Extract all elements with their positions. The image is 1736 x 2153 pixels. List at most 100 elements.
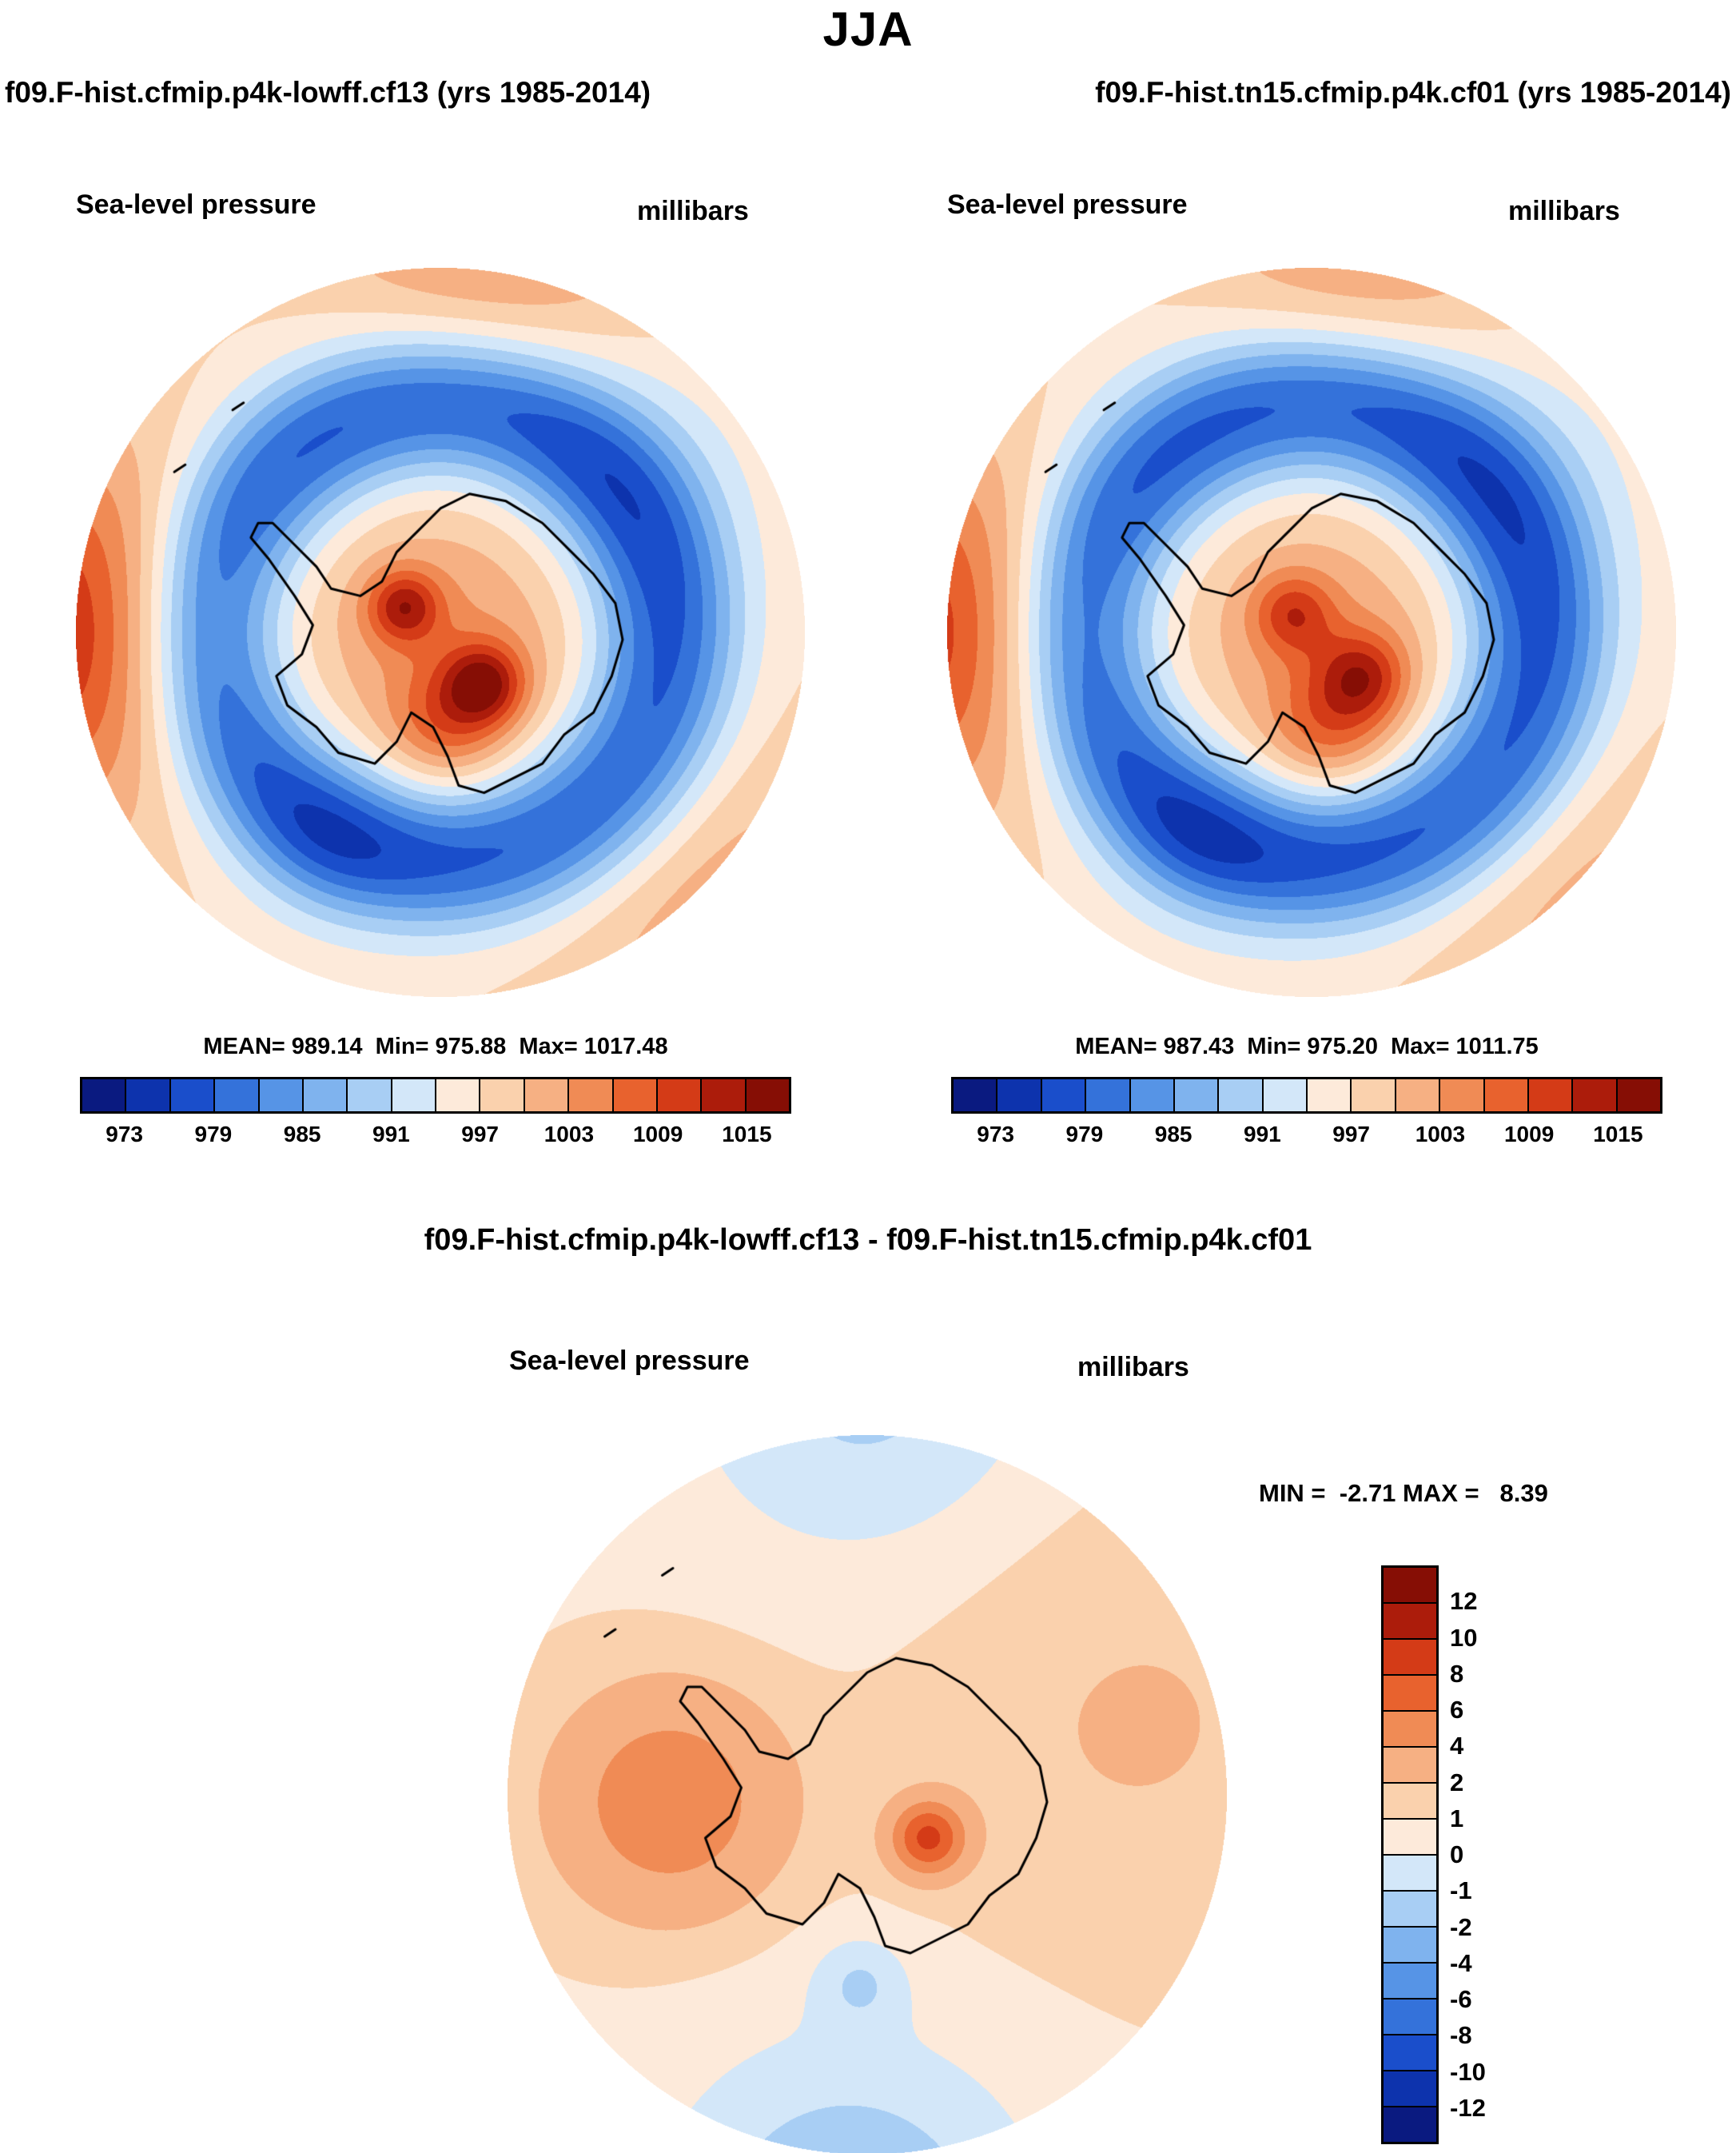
- colorbar-cell: [746, 1079, 789, 1111]
- colorbar-cell: [1617, 1079, 1660, 1111]
- colorbar-tick-label: 973: [106, 1122, 143, 1146]
- colorbar-tick-labels: 12 10 8 6 4 2 1 0 -1 -2 -4 -6 -8 -10 -12: [1450, 1565, 1522, 2144]
- colorbar-cell: [1219, 1079, 1262, 1111]
- colorbar-tick-label: 1: [1450, 1804, 1464, 1832]
- colorbar-cell: [1384, 1999, 1436, 2034]
- colorbar-cell: [954, 1079, 997, 1111]
- colorbar-tick-label: -10: [1450, 2057, 1486, 2086]
- colorbar-tick-label: -12: [1450, 2093, 1486, 2122]
- colorbar-cell: [1174, 1079, 1218, 1111]
- colorbar-cell: [1384, 1964, 1436, 1998]
- pressure-map-canvas-left: [76, 268, 805, 997]
- field-title: Sea-level pressure: [76, 189, 317, 220]
- colorbar-cell: [613, 1079, 656, 1111]
- colorbar-cell: [126, 1079, 169, 1111]
- minmax-line: MIN = -2.71 MAX = 8.39: [1259, 1479, 1548, 1507]
- colorbar-cell: [1384, 1640, 1436, 1674]
- panel-right-map: Sea-level pressure millibars MEAN= 987.4…: [939, 188, 1682, 1211]
- colorbar-tick-label: -2: [1450, 1912, 1472, 1941]
- colorbar-tick-label: 1015: [722, 1122, 772, 1146]
- colorbar-cell: [1384, 1784, 1436, 1818]
- colorbar-cell: [82, 1079, 125, 1111]
- units-label: millibars: [1077, 1352, 1189, 1382]
- colorbar-horizontal: [951, 1077, 1662, 1114]
- colorbar-tick-label: 1003: [543, 1122, 595, 1146]
- colorbar-tick-label: 973: [977, 1122, 1014, 1146]
- colorbar-cell: [1086, 1079, 1129, 1111]
- colorbar-tick-label: 4: [1450, 1732, 1464, 1760]
- colorbar-tick-label: 985: [283, 1122, 321, 1146]
- colorbar-cell: [1384, 1712, 1436, 1746]
- header-row: f09.F-hist.cfmip.p4k-lowff.cf13 (yrs 198…: [0, 76, 1736, 110]
- pressure-difference-map-canvas: [508, 1435, 1227, 2153]
- colorbar-cell: [1384, 2071, 1436, 2106]
- colorbar-tick-label: 0: [1450, 1840, 1464, 1868]
- difference-title: f09.F-hist.cfmip.p4k-lowff.cf13 - f09.F-…: [424, 1223, 1312, 1257]
- colorbar-cell: [1352, 1079, 1395, 1111]
- colorbar-cell: [1396, 1079, 1439, 1111]
- colorbar-tick-label: 979: [1065, 1122, 1104, 1146]
- colorbar-cell: [1384, 2107, 1436, 2142]
- left-run-label: f09.F-hist.cfmip.p4k-lowff.cf13 (yrs 198…: [5, 76, 651, 109]
- colorbar-cell: [569, 1079, 612, 1111]
- colorbar-tick-label: 12: [1450, 1587, 1478, 1616]
- colorbar-tick-label: 985: [1154, 1122, 1193, 1146]
- colorbar-cell: [1384, 2035, 1436, 2070]
- colorbar-tick-label: 997: [461, 1122, 499, 1146]
- colorbar-tick-label: 1015: [1593, 1122, 1643, 1146]
- colorbar-tick-label: 8: [1450, 1659, 1464, 1688]
- colorbar-cell: [1384, 1604, 1436, 1638]
- colorbar-tick-labels: 973 979 985 991 997 1003 1009 1015: [951, 1122, 1662, 1154]
- colorbar-tick-label: -4: [1450, 1948, 1472, 1977]
- colorbar-tick-labels: 973 979 985 991 997 1003 1009 1015: [80, 1122, 791, 1154]
- colorbar-tick-label: 1009: [1503, 1122, 1555, 1146]
- colorbar-cell: [1528, 1079, 1572, 1111]
- colorbar-tick-label: 2: [1450, 1768, 1464, 1796]
- colorbar-cell: [1130, 1079, 1173, 1111]
- colorbar-cell: [1384, 1820, 1436, 1854]
- units-label: millibars: [637, 196, 749, 226]
- colorbar-cell: [657, 1079, 701, 1111]
- right-run-label: f09.F-hist.tn15.cfmip.p4k.cf01 (yrs 1985…: [1095, 76, 1731, 109]
- colorbar-cell: [348, 1079, 391, 1111]
- field-title: Sea-level pressure: [947, 189, 1188, 220]
- colorbar-tick-label: 991: [372, 1122, 410, 1146]
- colorbar-cell: [1308, 1079, 1351, 1111]
- panel-left-map: Sea-level pressure millibars MEAN= 989.1…: [68, 188, 811, 1211]
- colorbar-cell: [702, 1079, 745, 1111]
- colorbar-cell: [997, 1079, 1041, 1111]
- colorbar-cell: [259, 1079, 302, 1111]
- colorbar-cell: [1384, 1856, 1436, 1890]
- colorbar-cell: [1484, 1079, 1527, 1111]
- colorbar-vertical: [1381, 1565, 1439, 2144]
- colorbar-cell: [170, 1079, 214, 1111]
- stats-line: MEAN= 987.43 Min= 975.20 Max= 1011.75: [1075, 1034, 1539, 1059]
- colorbar-tick-label: -1: [1450, 1876, 1472, 1905]
- stats-line: MEAN= 989.14 Min= 975.88 Max= 1017.48: [203, 1034, 668, 1059]
- colorbar-cell: [1041, 1079, 1085, 1111]
- colorbar-cell: [1384, 1748, 1436, 1782]
- colorbar-tick-label: 1009: [632, 1122, 683, 1146]
- pressure-map-canvas-right: [947, 268, 1676, 997]
- colorbar-tick-label: 1003: [1415, 1122, 1466, 1146]
- colorbar-horizontal: [80, 1077, 791, 1114]
- colorbar-cell: [392, 1079, 435, 1111]
- colorbar-tick-label: 991: [1244, 1122, 1281, 1146]
- colorbar-cell: [1263, 1079, 1306, 1111]
- units-label: millibars: [1508, 196, 1620, 226]
- colorbar-cell: [1384, 1928, 1436, 1962]
- colorbar-cell: [524, 1079, 568, 1111]
- colorbar-cell: [1440, 1079, 1483, 1111]
- colorbar-cell: [1573, 1079, 1616, 1111]
- colorbar-cell: [1384, 1892, 1436, 1926]
- colorbar-cell: [436, 1079, 480, 1111]
- colorbar-cell: [1384, 1568, 1436, 1602]
- colorbar-tick-label: 997: [1332, 1122, 1370, 1146]
- colorbar-tick-label: 6: [1450, 1696, 1464, 1724]
- field-title: Sea-level pressure: [509, 1346, 750, 1376]
- figure-title: JJA: [822, 2, 914, 56]
- colorbar-tick-label: 10: [1450, 1623, 1478, 1652]
- colorbar-tick-label: -6: [1450, 1985, 1472, 2013]
- colorbar-tick-label: -8: [1450, 2021, 1472, 2050]
